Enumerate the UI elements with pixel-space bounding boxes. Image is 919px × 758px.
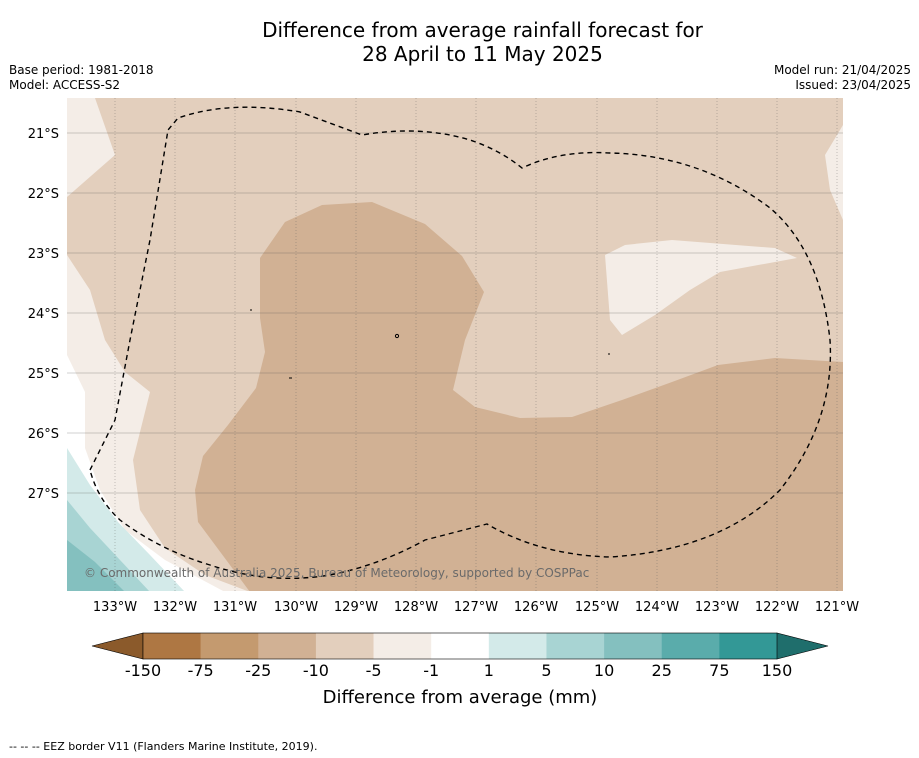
- lon-label: 121°W: [815, 600, 859, 615]
- colorbar-tick-label: -1: [423, 661, 439, 680]
- colorbar-segment: [604, 633, 663, 659]
- lat-label: 27°S: [28, 487, 59, 502]
- colorbar-segments: [143, 633, 778, 659]
- colorbar-segment: [200, 633, 259, 659]
- region-west-light: [67, 255, 248, 591]
- colorbar-tick-labels: -150 -75 -25 -10 -5 -1 1 5 10 25 75 150: [125, 661, 792, 680]
- title-line-2: 28 April to 11 May 2025: [362, 42, 603, 66]
- colorbar-label: Difference from average (mm): [323, 687, 598, 708]
- colorbar-tick-label: -5: [366, 661, 382, 680]
- lon-label: 129°W: [334, 600, 378, 615]
- lon-label: 128°W: [394, 600, 438, 615]
- model-label: Model: ACCESS-S2: [9, 78, 121, 92]
- lon-label: 125°W: [575, 600, 619, 615]
- lon-label: 126°W: [514, 600, 558, 615]
- copyright-text: © Commonwealth of Australia 2025, Bureau…: [84, 566, 589, 580]
- lon-label: 133°W: [93, 600, 137, 615]
- colorbar-segment: [546, 633, 605, 659]
- colorbar-tick-label: 25: [652, 661, 672, 680]
- colorbar-tick-label: -25: [245, 661, 271, 680]
- lat-label: 21°S: [28, 127, 59, 142]
- region-ne-light: [825, 98, 843, 220]
- base-period-label: Base period: 1981-2018: [9, 63, 154, 77]
- colorbar-tick-label: 150: [762, 661, 793, 680]
- colorbar-segment: [661, 633, 720, 659]
- metadata-right: Model run: 21/04/2025 Issued: 23/04/2025: [774, 63, 911, 93]
- colorbar-segment: [373, 633, 432, 659]
- island-marker-2: [394, 333, 400, 339]
- colorbar-segment: [258, 633, 317, 659]
- colorbar-right-arrow: [776, 632, 829, 660]
- lon-label: 131°W: [213, 600, 257, 615]
- colorbar-tick-label: -10: [303, 661, 329, 680]
- lat-label: 25°S: [28, 367, 59, 382]
- metadata-left: Base period: 1981-2018 Model: ACCESS-S2: [9, 63, 154, 93]
- colorbar-tick-label: -150: [125, 661, 161, 680]
- colorbar-tick-label: 1: [484, 661, 494, 680]
- lon-label: 122°W: [755, 600, 799, 615]
- island-markers: [250, 309, 610, 379]
- eez-footnote: -- -- -- EEZ border V11 (Flanders Marine…: [9, 740, 318, 753]
- colorbar-tick-label: 10: [594, 661, 614, 680]
- colorbar-segment: [431, 633, 490, 659]
- colorbar-segment: [143, 633, 201, 659]
- colorbar-tick-label: -75: [188, 661, 214, 680]
- lat-label: 23°S: [28, 247, 59, 262]
- map-plot-area: [67, 98, 843, 591]
- colorbar-frame: [142, 632, 778, 660]
- lon-label: 127°W: [454, 600, 498, 615]
- lat-label: 26°S: [28, 427, 59, 442]
- colorbar-tick-label: 5: [541, 661, 551, 680]
- region-neg-25-10: [195, 202, 843, 591]
- lat-label: 22°S: [28, 187, 59, 202]
- issued-label: Issued: 23/04/2025: [795, 78, 911, 92]
- colorbar-segment: [315, 633, 374, 659]
- colorbar-segment: [488, 633, 547, 659]
- lat-label: 24°S: [28, 307, 59, 322]
- map-gridlines: [67, 98, 843, 591]
- lon-label: 123°W: [695, 600, 739, 615]
- lon-labels: 133°W 132°W 131°W 130°W 129°W 128°W 127°…: [93, 600, 859, 615]
- lon-label: 132°W: [153, 600, 197, 615]
- colorbar: -150 -75 -25 -10 -5 -1 1 5 10 25 75 150 Difference …: [91, 632, 829, 708]
- lon-label: 124°W: [635, 600, 679, 615]
- title-line-1: Difference from average rainfall forecas…: [262, 18, 703, 42]
- region-nw-light: [67, 98, 115, 197]
- lat-labels: 21°S 22°S 23°S 24°S 25°S 26°S 27°S: [28, 127, 59, 502]
- model-run-label: Model run: 21/04/2025: [773, 63, 911, 77]
- region-pos-10-25: [67, 540, 124, 591]
- region-east-light: [605, 240, 797, 335]
- colorbar-tick-label: 75: [709, 661, 729, 680]
- colorbar-segment: [719, 633, 778, 659]
- colorbar-left-arrow: [91, 632, 144, 660]
- lon-label: 130°W: [274, 600, 318, 615]
- eez-boundary: [89, 106, 832, 580]
- map-title: Difference from average rainfall forecas…: [0, 18, 919, 66]
